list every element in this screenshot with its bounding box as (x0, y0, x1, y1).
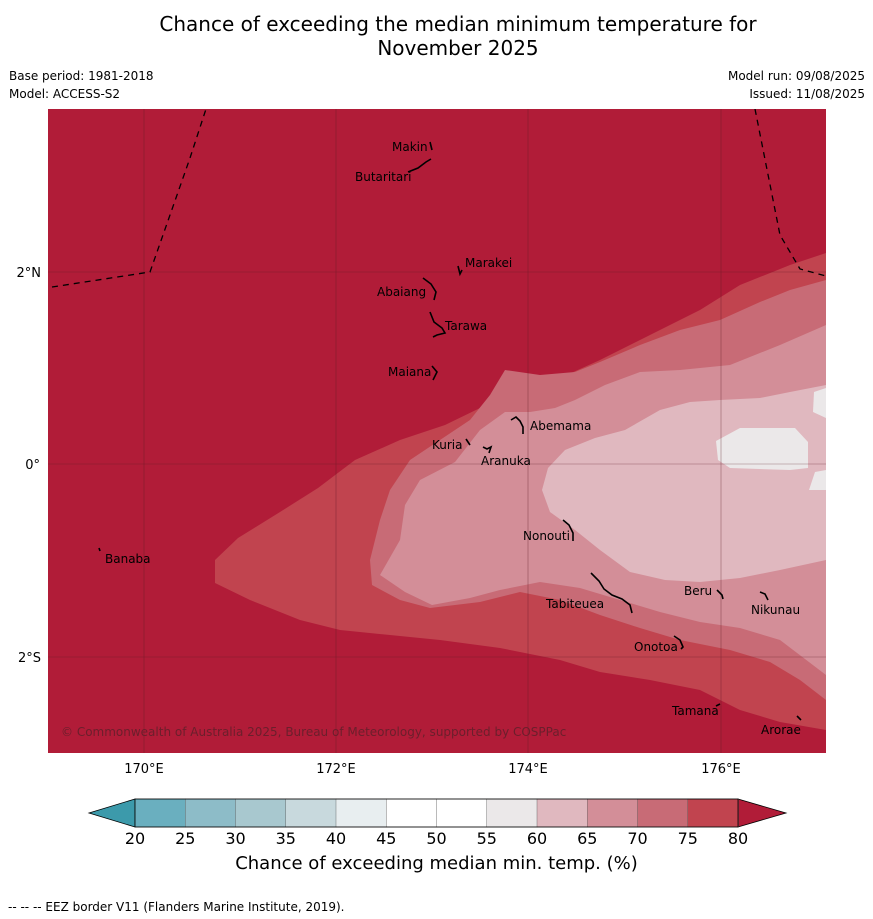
island-outlines (98, 141, 802, 721)
island-label: Beru (684, 584, 712, 598)
eez-border (51, 109, 826, 288)
colorbar-tick-label: 55 (477, 829, 497, 848)
colorbar-tick-label: 80 (728, 829, 748, 848)
colorbar-segment (637, 798, 689, 828)
eez-footnote: -- -- -- EEZ border V11 (Flanders Marine… (8, 900, 345, 914)
island-shape-beru (716, 589, 724, 600)
contour-55-60-b (813, 388, 826, 418)
lon-label: 176°E (701, 762, 741, 777)
base-period: Base period: 1981-2018 (9, 69, 154, 83)
colorbar-tick-label: 25 (175, 829, 195, 848)
colorbar-tick-label: 40 (326, 829, 346, 848)
island-label: Tabiteuea (545, 597, 604, 611)
issued-date: Issued: 11/08/2025 (749, 87, 865, 101)
lon-label: 172°E (316, 762, 356, 777)
island-label: Tamana (671, 704, 719, 718)
island-shape-abaiang (422, 277, 437, 301)
island-shape-arorae (796, 715, 802, 721)
island-label: Nonouti (523, 529, 570, 543)
island-shape-maiana (431, 365, 438, 381)
chart-title: Chance of exceeding the median minimum t… (0, 12, 873, 60)
colorbar-segment (335, 798, 387, 828)
colorbar-tick-label: 65 (577, 829, 597, 848)
colorbar-label: Chance of exceeding median min. temp. (%… (235, 853, 638, 874)
colorbar: 20 25 30 35 40 45 50 55 60 65 70 75 80 (87, 798, 788, 848)
colorbar-segment (386, 798, 438, 828)
island-label: Tarawa (444, 319, 487, 333)
island-label: Abemama (530, 419, 591, 433)
colorbar-segment (285, 798, 337, 828)
island-label: Maiana (388, 365, 431, 379)
contour-55-60 (716, 428, 808, 470)
colorbar-segment (436, 798, 488, 828)
island-shape-tarawa (429, 311, 447, 338)
island-shape-kuria (465, 438, 471, 446)
colorbar-tick-label: 35 (276, 829, 296, 848)
island-shape-butaritari (407, 158, 432, 173)
model-name: Model: ACCESS-S2 (9, 87, 121, 101)
gridlines (48, 109, 826, 753)
colorbar-tick-label: 60 (527, 829, 547, 848)
lat-label: 2°S (18, 651, 41, 666)
island-label: Arorae (761, 723, 801, 737)
colorbar-tick-label: 20 (125, 829, 145, 848)
island-label: Onotoa (634, 640, 678, 654)
meta-left: Base period: 1981-2018 Model: ACCESS-S2 (9, 67, 154, 103)
island-shape-tamana (715, 703, 721, 707)
island-shape-makin (429, 141, 433, 151)
title-line-1: Chance of exceeding the median minimum t… (159, 12, 757, 36)
island-label: Abaiang (377, 285, 426, 299)
island-shape-tabiteuea (590, 572, 633, 614)
colorbar-frame (134, 798, 739, 828)
model-run: Model run: 09/08/2025 (727, 69, 865, 83)
island-label: Makin (392, 140, 428, 154)
island-label: Kuria (432, 438, 463, 452)
contour-55-60-c (809, 470, 826, 490)
title-line-2: November 2025 (377, 36, 539, 60)
map-panel: Makin Butaritari Marakei Abaiang Tarawa … (48, 109, 826, 753)
island-shape-nonouti (562, 519, 574, 541)
island-shape-nikunau (759, 591, 769, 601)
colorbar-tick-label: 30 (225, 829, 245, 848)
colorbar-segment (185, 798, 237, 828)
island-labels: Makin Butaritari Marakei Abaiang Tarawa … (105, 140, 801, 737)
colorbar-segment (536, 798, 588, 828)
colorbar-segment (134, 798, 186, 828)
lon-label: 174°E (508, 762, 548, 777)
colorbar-tick-label: 75 (678, 829, 698, 848)
island-shape-marakei (457, 265, 463, 277)
colorbar-tick-label: 70 (627, 829, 647, 848)
copyright-notice: © Commonwealth of Australia 2025, Bureau… (61, 725, 566, 739)
island-shape-abemama (510, 415, 524, 434)
colorbar-tick-labels: 20 25 30 35 40 45 50 55 60 65 70 75 80 (125, 829, 748, 848)
longitude-labels: 170°E 172°E 174°E 176°E (124, 762, 741, 777)
colorbar-segment (235, 798, 287, 828)
colorbar-segment (687, 798, 739, 828)
island-label: Aranuka (481, 454, 531, 468)
lat-label: 2°N (17, 266, 42, 281)
lon-label: 170°E (124, 762, 164, 777)
colorbar-tick-label: 45 (376, 829, 396, 848)
island-shape-banaba (98, 547, 101, 552)
colorbar-segments (134, 798, 739, 828)
latitude-labels: 2°N 0° 2°S (17, 266, 42, 666)
island-label: Marakei (465, 256, 512, 270)
island-label: Nikunau (751, 603, 800, 617)
island-label: Banaba (105, 552, 151, 566)
colorbar-extend-high (737, 798, 788, 828)
island-label: Butaritari (355, 170, 412, 184)
island-shape-aranuka (482, 445, 493, 454)
colorbar-extend-low (87, 798, 136, 828)
island-shape-onotoa (673, 635, 684, 650)
lat-label: 0° (25, 458, 40, 473)
colorbar-segment (486, 798, 538, 828)
colorbar-tick-label: 50 (426, 829, 446, 848)
meta-right: Model run: 09/08/2025 Issued: 11/08/2025 (728, 67, 865, 103)
colorbar-segment (587, 798, 639, 828)
